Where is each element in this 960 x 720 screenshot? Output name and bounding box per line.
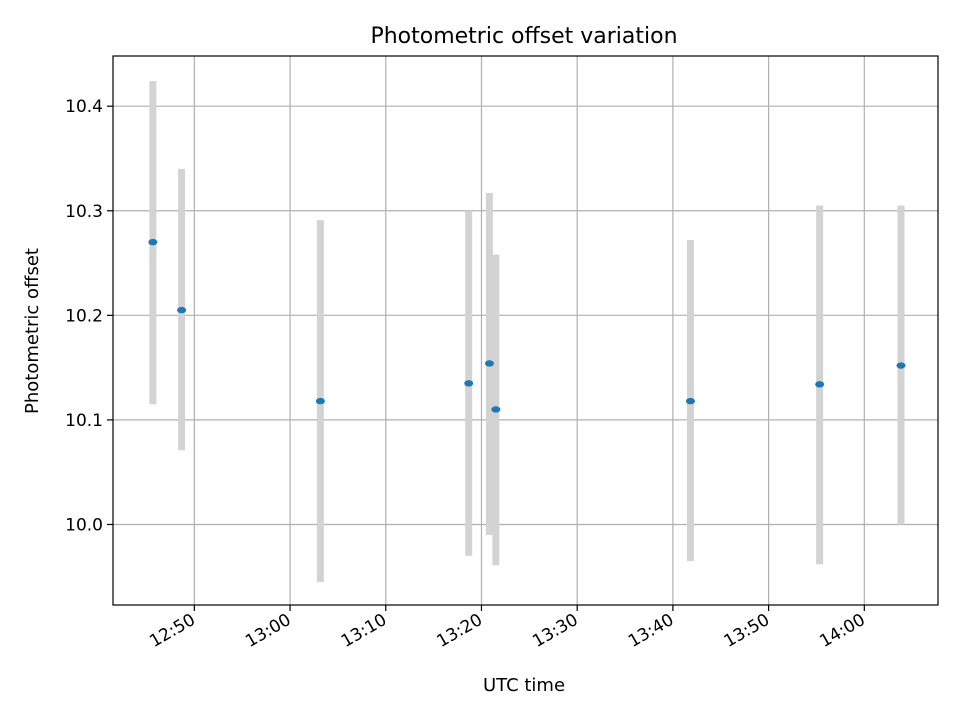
y-tick-label: 10.1 — [65, 411, 103, 431]
x-axis-label: UTC time — [483, 675, 565, 696]
data-point — [896, 362, 906, 369]
data-point — [177, 306, 187, 314]
grid — [113, 56, 938, 605]
x-tick-label: 13:10 — [338, 610, 390, 652]
y-tick-label: 10.4 — [65, 97, 103, 117]
x-tick-label: 12:50 — [146, 610, 198, 652]
chart-title: Photometric offset variation — [370, 24, 677, 49]
x-axis-ticks: 12:50 13:00 13:10 13:20 13:30 13:40 13:50 14:00 — [146, 605, 869, 652]
y-axis-ticks: 10.0 10.1 10.2 10.3 10.4 — [65, 97, 113, 535]
plot-frame — [112, 55, 939, 606]
data-point — [491, 406, 501, 413]
x-tick-label: 13:20 — [434, 610, 486, 652]
y-axis-label: Photometric offset — [22, 248, 43, 414]
data-point — [464, 380, 474, 387]
data-point — [315, 397, 325, 405]
y-tick-label: 10.3 — [65, 202, 103, 222]
y-tick-label: 10.2 — [65, 306, 103, 326]
x-tick-label: 13:30 — [529, 610, 581, 652]
x-tick-label: 13:50 — [721, 610, 773, 652]
x-tick-label: 13:00 — [242, 610, 294, 652]
data-point — [685, 397, 695, 405]
data-point — [815, 381, 825, 388]
data-point — [148, 238, 158, 246]
error-bars — [149, 81, 905, 582]
x-tick-label: 14:00 — [816, 610, 868, 652]
y-tick-label: 10.0 — [65, 515, 103, 535]
x-tick-label: 13:40 — [625, 610, 677, 652]
data-points — [148, 238, 906, 413]
data-point — [484, 360, 494, 367]
